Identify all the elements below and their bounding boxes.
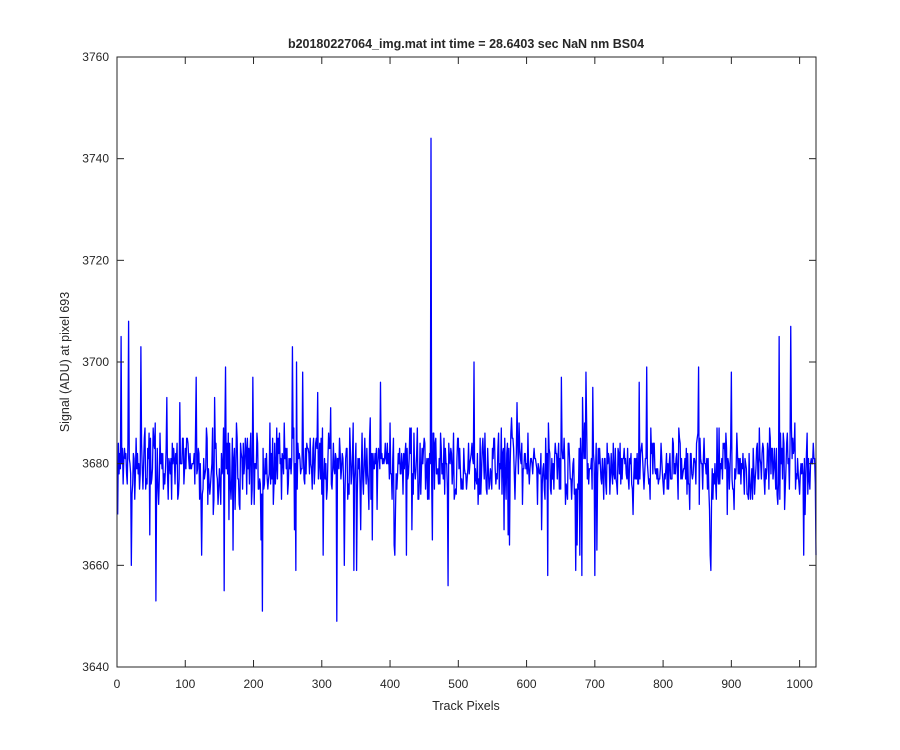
x-tick-label: 500 xyxy=(448,677,468,691)
data-layer xyxy=(117,137,817,622)
x-tick-label: 1000 xyxy=(786,677,813,691)
y-tick-label: 3680 xyxy=(82,457,109,471)
x-tick-label: 700 xyxy=(585,677,605,691)
x-tick-label: 300 xyxy=(312,677,332,691)
axes-background xyxy=(117,57,816,667)
x-axis-label: Track Pixels xyxy=(432,699,500,713)
x-tick-label: 800 xyxy=(653,677,673,691)
x-tick-label: 100 xyxy=(175,677,195,691)
x-tick-label: 400 xyxy=(380,677,400,691)
x-axis-ticks: 0 100 200 300 400 500 600 700 800 900 1000 xyxy=(114,57,813,691)
y-tick-label: 3740 xyxy=(82,152,109,166)
x-tick-label: 900 xyxy=(721,677,741,691)
y-tick-label: 3700 xyxy=(82,355,109,369)
y-tick-label: 3760 xyxy=(82,50,109,64)
plot-area: 0 100 200 300 400 500 600 700 800 900 1000 3640 366… xyxy=(82,50,817,691)
x-tick-label: 200 xyxy=(244,677,264,691)
y-axis-label: Signal (ADU) at pixel 693 xyxy=(58,292,72,432)
y-tick-label: 3660 xyxy=(82,558,109,572)
y-tick-label: 3720 xyxy=(82,253,109,267)
x-tick-label: 600 xyxy=(517,677,537,691)
chart-title: b20180227064_img.mat int time = 28.6403 … xyxy=(288,37,644,51)
y-axis-ticks: 3640 3660 3680 3700 3720 3740 3760 xyxy=(82,50,816,674)
signal-series-line xyxy=(117,137,817,622)
x-tick-label: 0 xyxy=(114,677,121,691)
y-tick-label: 3640 xyxy=(82,660,109,674)
